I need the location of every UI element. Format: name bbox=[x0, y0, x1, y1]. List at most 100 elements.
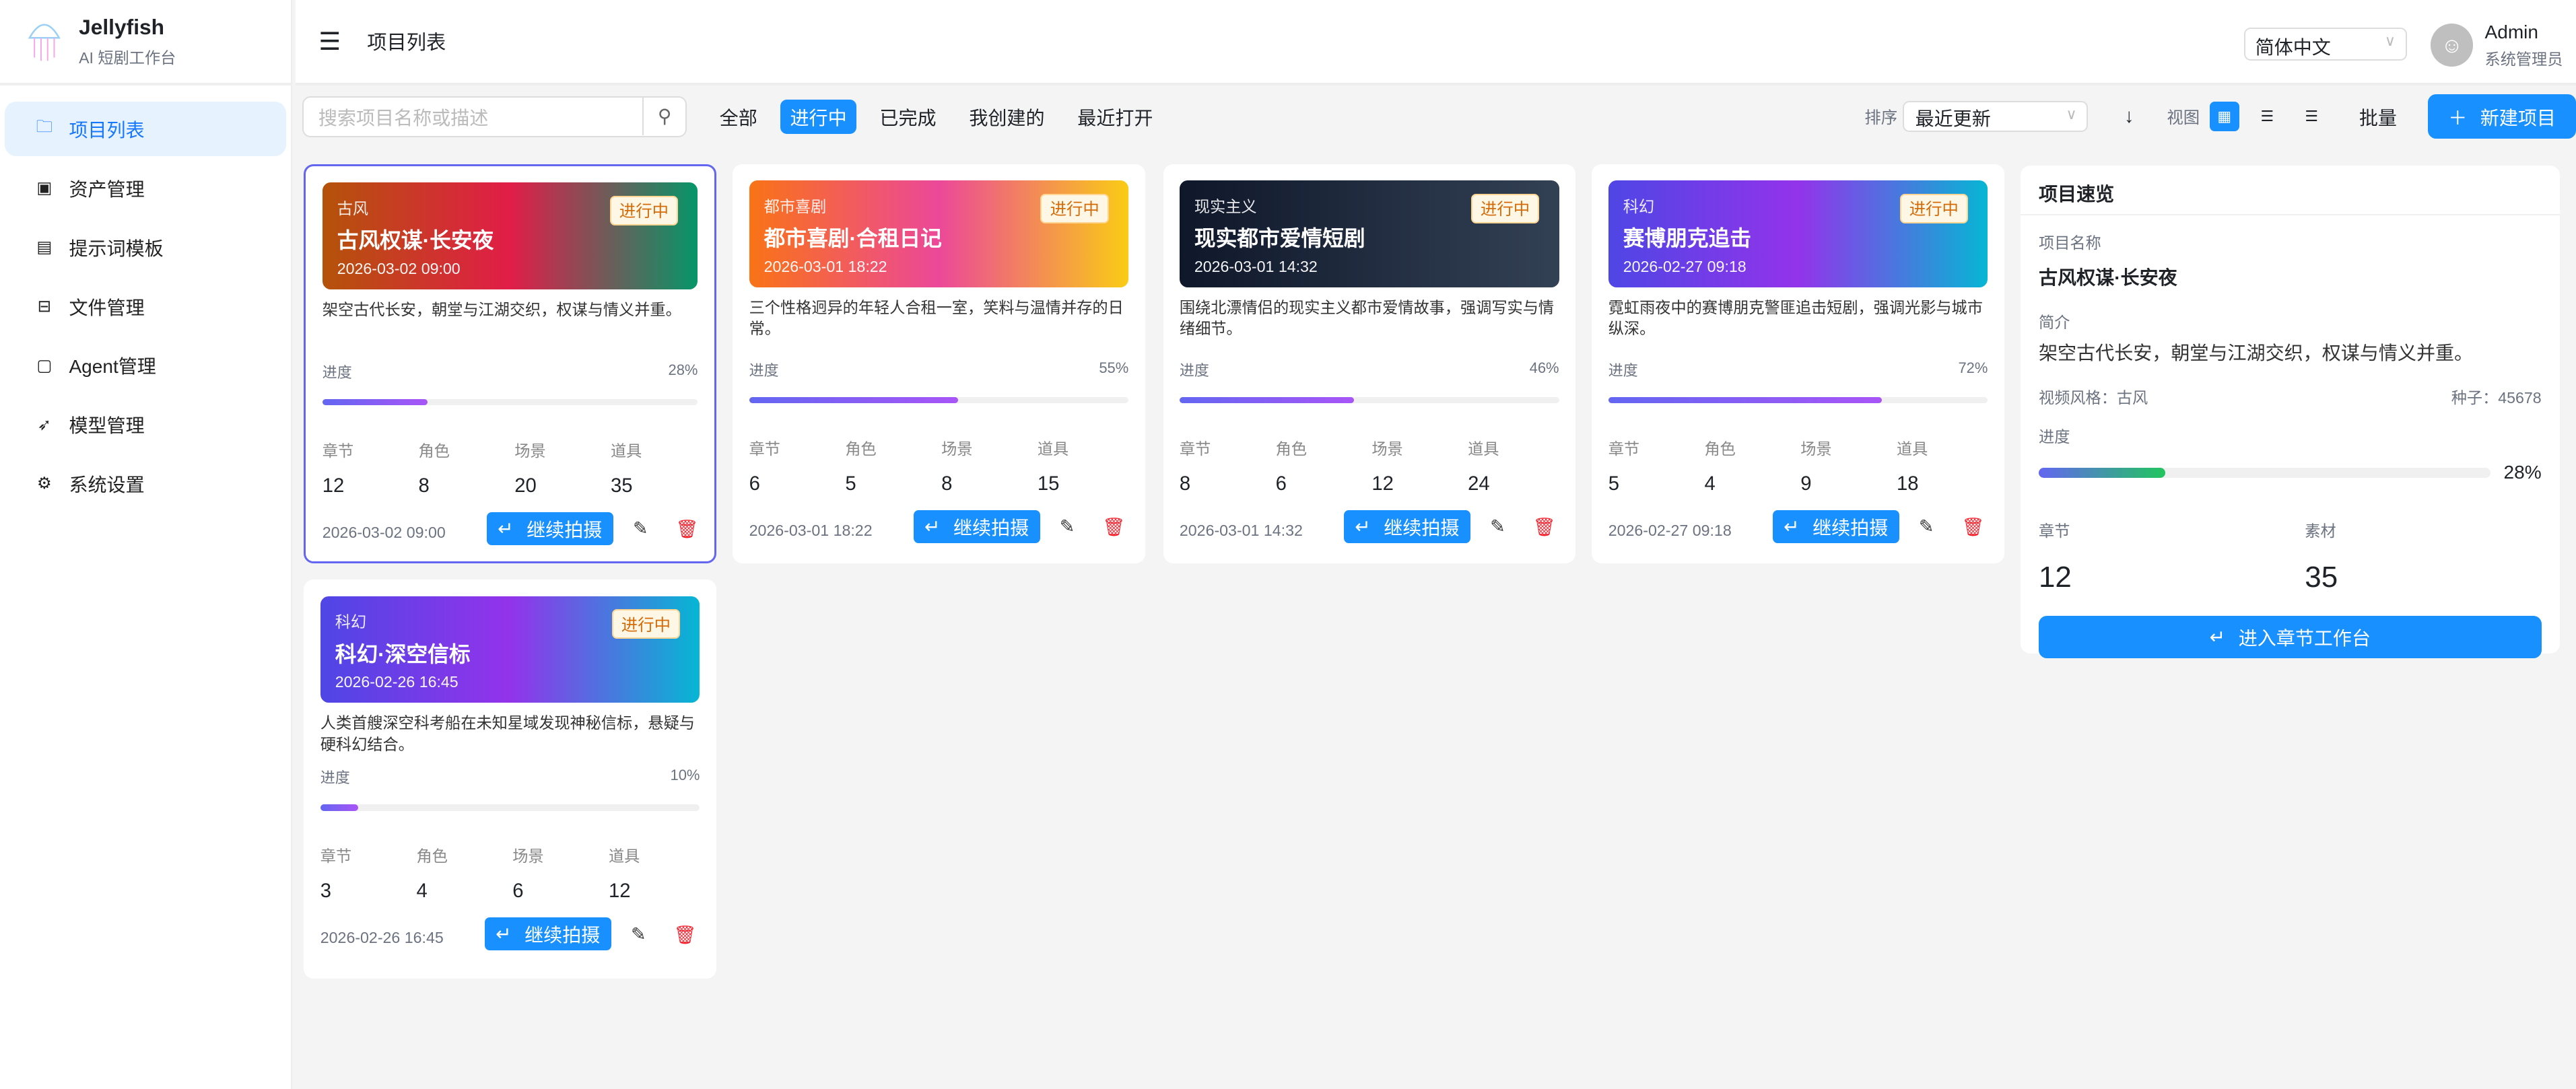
continue-button[interactable]: ↵ 继续拍摄 bbox=[913, 510, 1040, 543]
delete-icon[interactable]: 🗑 bbox=[673, 924, 697, 945]
props-value: 35 bbox=[610, 474, 633, 497]
card-title: 科幻·深空信标 bbox=[335, 641, 471, 666]
sidebar-item-3[interactable]: ⊟ 文件管理 bbox=[5, 279, 286, 334]
batch-button[interactable]: 批量 bbox=[2359, 107, 2397, 129]
filter-tab[interactable]: 最近打开 bbox=[1077, 107, 1153, 129]
filter-tab[interactable]: 全部 bbox=[719, 107, 757, 129]
sort-select[interactable]: 最近更新 ∨ bbox=[1902, 101, 2089, 133]
enter-icon: ↵ bbox=[924, 516, 941, 537]
file-icon: ▤ bbox=[36, 238, 53, 257]
scenes-value: 6 bbox=[512, 879, 524, 902]
delete-icon[interactable]: 🗑 bbox=[1102, 517, 1126, 538]
language-select[interactable]: 简体中文 ∨ bbox=[2244, 28, 2407, 61]
rocket-icon: ➶ bbox=[37, 415, 52, 434]
roles-value: 6 bbox=[1275, 472, 1287, 495]
view-label: 视图 bbox=[2167, 108, 2200, 127]
card-title: 赛博朋克追击 bbox=[1623, 226, 1752, 251]
filter-tab[interactable]: 进行中 bbox=[780, 99, 857, 134]
sidebar-item-2[interactable]: ▤ 提示词模板 bbox=[5, 220, 286, 275]
sidebar-item-label: 模型管理 bbox=[69, 415, 145, 437]
scenes-label: 场景 bbox=[514, 442, 546, 460]
chapters-value: 5 bbox=[1608, 472, 1620, 495]
sidebar-item-label: 提示词模板 bbox=[69, 238, 164, 259]
sort-direction-icon[interactable]: ↓ bbox=[2124, 105, 2134, 128]
edit-icon[interactable]: ✎ bbox=[632, 518, 648, 539]
project-card[interactable]: 古风 古风权谋·长安夜 2026-03-02 09:00 进行中 架空古代长安，… bbox=[304, 164, 716, 563]
progress-label: 进度 bbox=[2039, 428, 2070, 446]
progress-bar bbox=[320, 804, 700, 811]
scenes-label: 场景 bbox=[1371, 440, 1403, 458]
chapters-label: 章节 bbox=[320, 847, 352, 866]
brand: Jellyfish AI 短剧工作台 bbox=[0, 0, 292, 85]
continue-button[interactable]: ↵ 继续拍摄 bbox=[1772, 510, 1899, 543]
props-label: 道具 bbox=[1037, 440, 1069, 458]
user-role: 系统管理员 bbox=[2484, 50, 2563, 68]
props-label: 道具 bbox=[610, 442, 642, 460]
user-menu[interactable]: ☺ Admin 系统管理员 bbox=[2431, 22, 2563, 69]
sidebar-item-1[interactable]: ▣ 资产管理 bbox=[5, 161, 286, 215]
compact-list-icon[interactable]: ☰ bbox=[2305, 108, 2318, 125]
folder-icon: 🗀 bbox=[36, 118, 53, 137]
sidebar-item-0[interactable]: 🗀 项目列表 bbox=[5, 102, 286, 156]
filter-tab[interactable]: 已完成 bbox=[879, 107, 937, 129]
progress-label: 进度 bbox=[320, 769, 350, 787]
edit-icon[interactable]: ✎ bbox=[1918, 516, 1934, 537]
sidebar-item-4[interactable]: ▢ Agent管理 bbox=[5, 339, 286, 393]
scenes-value: 9 bbox=[1800, 472, 1812, 495]
edit-icon[interactable]: ✎ bbox=[1059, 516, 1075, 537]
new-project-button[interactable]: ＋ 新建项目 bbox=[2428, 94, 2576, 139]
page-title: 项目列表 bbox=[367, 32, 446, 55]
enter-icon: ↵ bbox=[1784, 516, 1800, 537]
props-label: 道具 bbox=[1896, 440, 1928, 458]
plus-icon: ＋ bbox=[2448, 107, 2468, 129]
roles-label: 角色 bbox=[1704, 440, 1736, 458]
props-value: 15 bbox=[1037, 472, 1060, 495]
chapters-value: 3 bbox=[320, 879, 332, 902]
sidebar-item-5[interactable]: ➶ 模型管理 bbox=[5, 397, 286, 452]
chapters-value: 12 bbox=[322, 474, 345, 497]
chevron-down-icon: ∨ bbox=[2066, 105, 2077, 122]
new-project-label: 新建项目 bbox=[2480, 107, 2556, 129]
list-view-icon[interactable]: ☰ bbox=[2260, 108, 2274, 125]
project-card[interactable]: 科幻 赛博朋克追击 2026-02-27 09:18 进行中 霓虹雨夜中的赛博朋… bbox=[1592, 164, 2004, 563]
progress-label: 进度 bbox=[749, 362, 779, 380]
card-genre: 科幻 bbox=[1623, 197, 1655, 215]
project-card[interactable]: 科幻 科幻·深空信标 2026-02-26 16:45 进行中 人类首艘深空科考… bbox=[304, 579, 716, 979]
continue-label: 继续拍摄 bbox=[524, 924, 601, 946]
delete-icon[interactable]: 🗑 bbox=[1961, 517, 1985, 538]
project-card[interactable]: 现实主义 现实都市爱情短剧 2026-03-01 14:32 进行中 围绕北漂情… bbox=[1163, 164, 1575, 563]
continue-button[interactable]: ↵ 继续拍摄 bbox=[486, 512, 613, 545]
chapters-label: 章节 bbox=[1179, 440, 1211, 458]
edit-icon[interactable]: ✎ bbox=[1490, 516, 1505, 537]
chapters-label: 章节 bbox=[2039, 522, 2070, 540]
header: ☰ 项目列表 简体中文 ∨ ☺ Admin 系统管理员 bbox=[296, 0, 2576, 85]
enter-icon: ↵ bbox=[498, 518, 514, 539]
menu-fold-icon[interactable]: ☰ bbox=[318, 27, 341, 55]
edit-icon[interactable]: ✎ bbox=[630, 923, 646, 944]
avatar: ☺ bbox=[2431, 24, 2474, 67]
card-description: 霓虹雨夜中的赛博朋克警匪追击短剧，强调光影与城市纵深。 bbox=[1608, 298, 1983, 338]
progress-label: 进度 bbox=[1608, 362, 1638, 380]
enter-label: 进入章节工作台 bbox=[2238, 627, 2371, 649]
card-banner: 科幻 科幻·深空信标 2026-02-26 16:45 进行中 bbox=[320, 596, 700, 703]
card-description: 围绕北漂情侣的现实主义都市爱情故事，强调写实与情绪细节。 bbox=[1179, 298, 1555, 338]
delete-icon[interactable]: 🗑 bbox=[1532, 517, 1556, 538]
search-icon[interactable]: ⚲ bbox=[642, 97, 685, 135]
progress-bar bbox=[1608, 396, 1988, 404]
project-preview-panel: 项目速览 项目名称 古风权谋·长安夜 简介 架空古代长安，朝堂与江湖交织，权谋与… bbox=[2021, 166, 2560, 659]
filter-tab[interactable]: 我创建的 bbox=[969, 107, 1045, 129]
continue-button[interactable]: ↵ 继续拍摄 bbox=[484, 917, 611, 950]
sidebar-item-6[interactable]: ⚙ 系统设置 bbox=[5, 456, 286, 511]
status-badge: 进行中 bbox=[609, 195, 679, 225]
card-description: 架空古代长安，朝堂与江湖交织，权谋与情义并重。 bbox=[322, 300, 681, 318]
continue-button[interactable]: ↵ 继续拍摄 bbox=[1343, 510, 1470, 543]
seed: 种子：45678 bbox=[2451, 389, 2542, 407]
grid-view-icon[interactable]: ▦ bbox=[2209, 102, 2239, 132]
card-date: 2026-03-02 09:00 bbox=[337, 259, 461, 277]
search-input[interactable]: 搜索项目名称或描述 ⚲ bbox=[302, 96, 687, 137]
enter-workbench-button[interactable]: ↵ 进入章节工作台 bbox=[2039, 615, 2542, 659]
continue-label: 继续拍摄 bbox=[527, 519, 603, 540]
delete-icon[interactable]: 🗑 bbox=[675, 519, 699, 540]
project-card[interactable]: 都市喜剧 都市喜剧·合租日记 2026-03-01 18:22 进行中 三个性格… bbox=[733, 164, 1145, 563]
app-name: Jellyfish bbox=[79, 15, 165, 40]
